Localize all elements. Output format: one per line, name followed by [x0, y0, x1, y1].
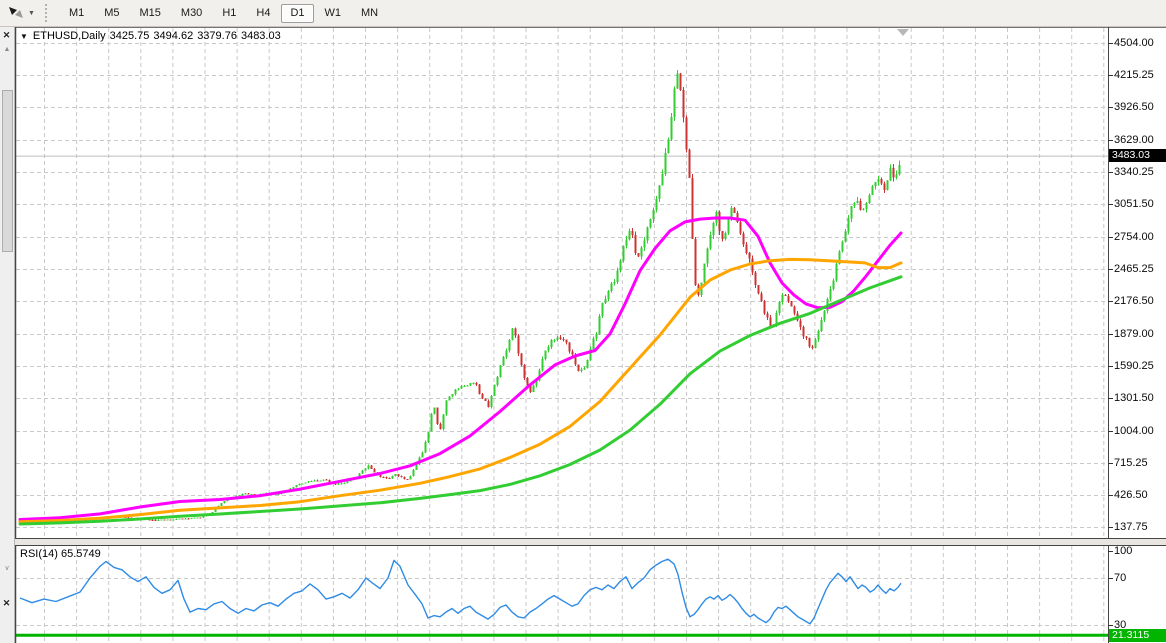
timeframe-button-m5[interactable]: M5: [104, 7, 120, 19]
timeframe-button-d1[interactable]: D1: [281, 4, 314, 23]
close-value: 3483.03: [240, 30, 281, 42]
timeframe-button-m1[interactable]: M1: [68, 7, 85, 19]
open-value: 3425.75: [109, 30, 150, 42]
price-tick-label: 1590.25: [1114, 359, 1154, 372]
close-icon[interactable]: ✕: [2, 598, 11, 608]
chevron-down-icon[interactable]: ∨: [4, 565, 10, 572]
chart-dropdown-icon[interactable]: ▼: [20, 32, 28, 41]
scrollbar-thumb[interactable]: [2, 90, 13, 252]
rsi-label: RSI(14) 65.5749: [20, 548, 101, 560]
timeframe-buttons: M1 M5 M15 M30 H1 H4 D1 W1 MN: [59, 3, 388, 23]
price-tick-label: 2176.50: [1114, 295, 1154, 307]
chart-tools-group: ▼: [6, 5, 35, 21]
price-tick-label: 2465.25: [1114, 262, 1154, 275]
toolbar-grip[interactable]: [44, 4, 51, 22]
dropdown-caret-icon[interactable]: ▼: [28, 9, 35, 17]
price-tick-label: 3926.50: [1114, 101, 1154, 114]
timeframe-toolbar: ▼ M1 M5 M15 M30 H1 H4 D1 W1 MN: [0, 0, 1166, 27]
timeframe-button-mn[interactable]: MN: [361, 7, 379, 19]
price-tick-label: 1879.00: [1114, 327, 1154, 340]
price-tick-label: 3629.00: [1114, 133, 1154, 146]
rsi-tick-label: 100: [1114, 545, 1133, 557]
low-value: 3379.76: [197, 30, 237, 42]
price-tick-label: 4504.00: [1114, 37, 1154, 49]
symbol-label: ETHUSD,Daily: [32, 30, 106, 42]
timeframe-button-h4[interactable]: H4: [256, 7, 271, 19]
price-tick-label: 1301.50: [1114, 391, 1154, 404]
timeframe-button-m30[interactable]: M30: [180, 7, 203, 19]
timeframe-button-h1[interactable]: H1: [222, 7, 237, 19]
timeframe-button-m15[interactable]: M15: [139, 7, 161, 19]
price-tick-label: 426.50: [1114, 488, 1148, 501]
price-tick-label: 3051.50: [1114, 198, 1154, 210]
timeframe-button-w1[interactable]: W1: [324, 7, 342, 19]
rsi-level-badge: 21.3115: [1109, 629, 1166, 643]
rsi-tick-label: 70: [1114, 572, 1127, 584]
rsi-tick-label: 30: [1114, 619, 1127, 631]
price-tick-label: 3340.25: [1114, 166, 1154, 178]
chart-title: ▼ ETHUSD,Daily 3425.75 3494.62 3379.76 3483.0…: [20, 30, 285, 42]
current-price-badge: 3483.03: [1109, 149, 1166, 163]
price-tick-label: 2754.00: [1114, 230, 1154, 243]
chart-cursor-icon[interactable]: [6, 5, 26, 21]
price-tick-label: 137.75: [1114, 521, 1148, 533]
price-tick-label: 1004.00: [1114, 424, 1154, 437]
close-icon[interactable]: ✕: [2, 30, 11, 40]
left-dock-strip: ✕ ▲ ∨ ✕: [0, 26, 15, 643]
high-value: 3494.62: [153, 30, 194, 42]
price-tick-label: 4215.25: [1114, 69, 1154, 81]
scroll-up-icon[interactable]: ▲: [3, 46, 11, 53]
price-tick-label: 715.25: [1114, 456, 1148, 469]
